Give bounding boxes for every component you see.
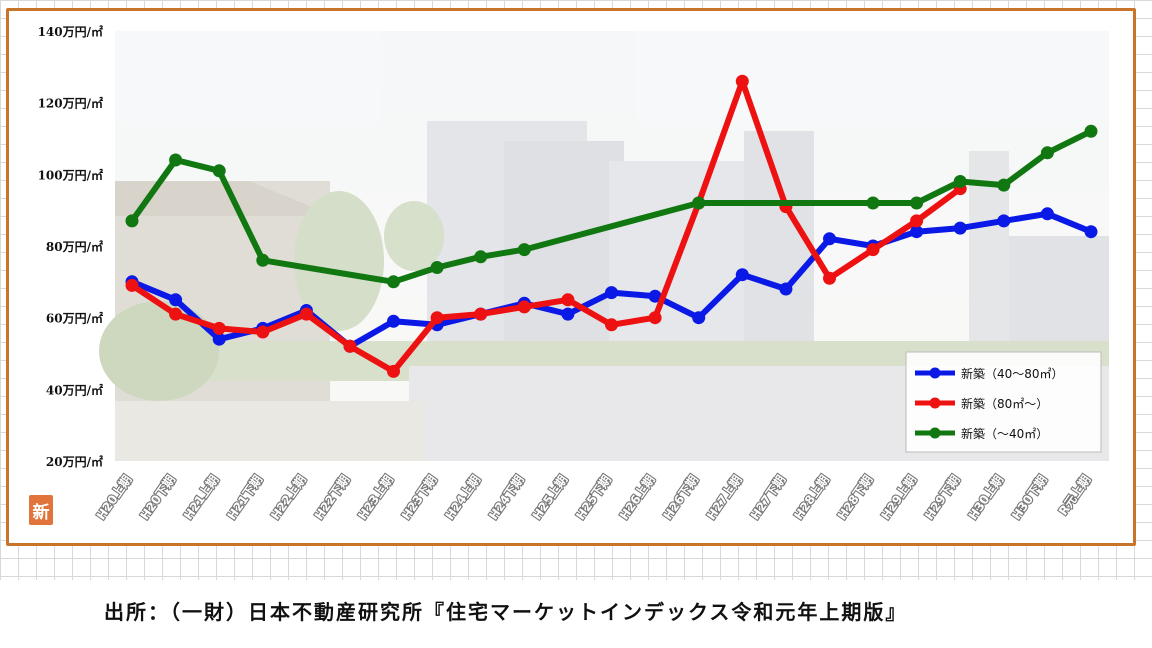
series-1 (125, 74, 967, 378)
legend-label: 新築（～40㎡） (961, 426, 1048, 441)
y-tick-label: 140万円/㎡ (38, 24, 103, 39)
y-tick-label: 120万円/㎡ (38, 96, 103, 111)
data-point (387, 364, 400, 378)
series-2 (125, 124, 1098, 289)
data-point (866, 243, 880, 257)
data-point (343, 339, 357, 353)
x-tick-label: H29下期 (921, 472, 962, 522)
data-point (735, 268, 749, 282)
legend: 新築（40～80㎡） 新築（80㎡～） 新築（～40㎡） (905, 351, 1102, 453)
x-tick-label: H23下期 (398, 472, 439, 522)
x-tick-label: H27下期 (747, 472, 788, 522)
data-point (692, 311, 706, 325)
x-tick-label: H27上期 (703, 472, 744, 522)
data-point (997, 178, 1011, 192)
legend-marker (929, 427, 941, 439)
data-point (1040, 207, 1054, 221)
x-tick-label: H24上期 (442, 472, 483, 522)
data-point (605, 318, 618, 332)
data-point (212, 164, 226, 178)
data-point (910, 214, 924, 228)
x-tick-label: H22上期 (267, 472, 308, 522)
data-point (125, 278, 139, 292)
data-point (474, 250, 488, 264)
data-point (910, 225, 924, 239)
data-point (910, 196, 924, 210)
line-chart: 140万円/㎡ 120万円/㎡ 100万円/㎡ 80万円/㎡ 60万円/㎡ 40万円/㎡ 2… (38, 24, 1109, 523)
data-point (299, 307, 313, 321)
x-tick-label: H26上期 (616, 472, 657, 522)
data-point (169, 307, 183, 321)
x-axis: H20上期 H20下期 H21上期 H21下期 H22上期 H22下期 H23上期 H23下期… (92, 471, 1095, 523)
data-point (256, 325, 270, 339)
data-point (779, 282, 793, 296)
y-axis: 140万円/㎡ 120万円/㎡ 100万円/㎡ 80万円/㎡ 60万円/㎡ 40万円/㎡ 2… (38, 24, 103, 469)
data-point (648, 311, 662, 325)
data-point (430, 261, 444, 274)
data-point (997, 214, 1011, 228)
data-point (605, 286, 618, 300)
y-tick-label: 40万円/㎡ (46, 382, 103, 397)
x-tick-label: H28下期 (834, 472, 875, 522)
data-point (517, 243, 531, 257)
data-point (692, 196, 706, 210)
data-point (735, 74, 749, 88)
x-tick-label: R元上期 (1055, 472, 1093, 518)
legend-marker (929, 397, 941, 409)
legend-label: 新築（40～80㎡） (961, 366, 1064, 381)
data-point (474, 307, 488, 321)
source-caption: 出所：（一財）日本不動産研究所『住宅マーケットインデックス令和元年上期版』 (104, 600, 908, 624)
data-point (823, 232, 836, 246)
x-tick-label: H24下期 (485, 472, 526, 522)
y-tick-label: 100万円/㎡ (38, 167, 103, 182)
data-point (169, 153, 183, 167)
y-tick-label: 20万円/㎡ (46, 454, 103, 469)
source-area (0, 580, 1152, 648)
legend-label: 新築（80㎡～） (961, 396, 1048, 411)
x-tick-label: H28上期 (791, 472, 832, 522)
x-tick-label: H30上期 (965, 472, 1006, 522)
data-point (823, 271, 836, 285)
data-point (1084, 124, 1098, 138)
data-point (561, 293, 575, 307)
logo-badge: 新 (29, 495, 53, 525)
x-tick-label: H23上期 (355, 472, 396, 522)
data-point (517, 300, 531, 314)
x-tick-label: H26下期 (660, 472, 701, 522)
series-layer (125, 74, 1098, 378)
x-tick-label: H22下期 (311, 472, 352, 522)
x-tick-label: H29上期 (878, 472, 919, 522)
x-tick-label: H20下期 (137, 472, 178, 522)
x-tick-label: H30下期 (1008, 472, 1049, 522)
data-point (125, 214, 139, 228)
data-point (1040, 146, 1054, 160)
data-point (953, 175, 967, 188)
x-tick-label: H21上期 (180, 472, 221, 522)
data-point (1084, 225, 1098, 239)
data-point (256, 253, 270, 267)
data-point (169, 293, 183, 307)
legend-marker (929, 367, 941, 379)
x-tick-label: H25下期 (573, 472, 614, 522)
x-tick-label: H25上期 (529, 472, 570, 522)
data-point (387, 275, 400, 289)
x-tick-label: H21下期 (224, 472, 265, 522)
data-point (953, 221, 967, 235)
data-point (561, 307, 575, 321)
chart-frame: 140万円/㎡ 120万円/㎡ 100万円/㎡ 80万円/㎡ 60万円/㎡ 40万円/㎡ 2… (6, 8, 1136, 546)
background-photo (99, 31, 1109, 461)
data-point (648, 289, 662, 303)
data-point (212, 332, 226, 346)
data-point (387, 314, 400, 328)
series-line (129, 78, 964, 375)
data-point (430, 311, 444, 325)
data-point (866, 196, 880, 210)
y-tick-label: 80万円/㎡ (46, 239, 103, 254)
x-tick-label: H20上期 (93, 472, 134, 522)
y-tick-label: 60万円/㎡ (46, 311, 103, 326)
data-point (212, 321, 226, 335)
